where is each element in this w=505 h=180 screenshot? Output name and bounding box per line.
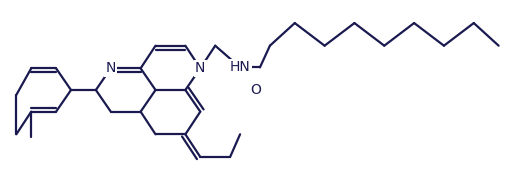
- Text: O: O: [250, 83, 261, 97]
- Text: N: N: [106, 61, 116, 75]
- Text: HN: HN: [229, 60, 250, 74]
- Text: N: N: [195, 61, 205, 75]
